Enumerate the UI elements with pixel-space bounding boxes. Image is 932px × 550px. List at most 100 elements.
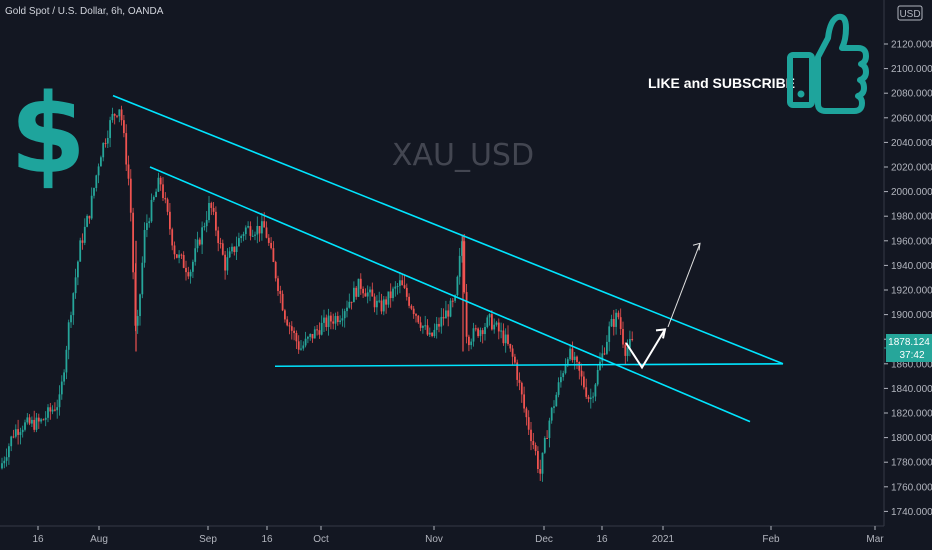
candle-body [274, 261, 277, 279]
candle-body [109, 120, 111, 138]
time-axis[interactable]: 16 Aug Sep 16 Oct Nov Dec 16 2021 Feb Mar [0, 525, 884, 545]
candle-body [83, 226, 86, 243]
candle-body [546, 437, 548, 439]
candle-body [182, 255, 185, 268]
candle-body [70, 315, 72, 323]
candle-body [382, 299, 385, 312]
y-tick-label: 1900.000 [891, 310, 932, 321]
candle-body [626, 347, 629, 356]
candle-body [178, 254, 180, 258]
candle-body [330, 315, 332, 322]
candle-body [385, 299, 387, 305]
currency-label: USD [899, 9, 920, 20]
candle-body [336, 316, 339, 322]
y-tick-label: 2120.000 [891, 40, 932, 51]
thumbs-up-icon [787, 13, 869, 114]
candle-body [313, 329, 316, 339]
candle-body [267, 237, 270, 243]
candle-body [355, 287, 358, 297]
candle-body [205, 220, 208, 227]
candle-body [373, 296, 376, 308]
candle-body [90, 195, 93, 219]
candle-body [162, 184, 164, 199]
candle-body [378, 300, 381, 302]
candle-body [148, 221, 151, 224]
candle-body [49, 407, 52, 412]
candle-body [560, 377, 562, 383]
candle-body [86, 215, 88, 227]
projection-arrows[interactable] [625, 242, 701, 370]
candle-body [541, 452, 544, 474]
projection-arrowhead [655, 328, 667, 339]
candle-body [399, 280, 401, 286]
candle-body [594, 384, 597, 397]
candle-body [612, 319, 615, 327]
candle-body [339, 320, 341, 322]
candle-body [371, 289, 374, 297]
candle-body [576, 356, 578, 362]
candle-body [113, 113, 116, 116]
candle-body [504, 334, 507, 344]
y-tick-label: 1980.000 [891, 212, 932, 223]
y-tick-label: 2000.000 [891, 187, 932, 198]
candle-body [150, 199, 153, 222]
candle-body [548, 420, 551, 438]
candle-body [118, 109, 121, 117]
candle-body [608, 326, 611, 342]
candle-body [270, 242, 272, 249]
candle-body [215, 211, 217, 231]
candle-body [311, 333, 314, 339]
candle-body [37, 417, 40, 422]
price-axis[interactable]: 2120.000 2100.000 2080.000 2060.000 2040.000… [883, 0, 932, 526]
candle-body [622, 328, 624, 345]
candle-body [583, 376, 585, 388]
candle-body [277, 278, 279, 292]
candle-body [233, 246, 236, 253]
y-tick-label: 2020.000 [891, 163, 932, 174]
x-tick-label: 16 [261, 534, 273, 545]
candle-body [288, 325, 291, 327]
candle-body [445, 310, 447, 319]
candle-body [125, 133, 128, 165]
candle-body [557, 382, 560, 395]
y-tick-label: 1840.000 [891, 384, 932, 395]
candle-body [463, 241, 466, 293]
candle-body [502, 330, 505, 344]
candle-body [532, 441, 535, 446]
symbol-header[interactable]: Gold Spot / U.S. Dollar, 6h, OANDA [5, 6, 164, 17]
candle-body [585, 387, 588, 397]
x-tick-label: Aug [90, 534, 108, 545]
candle-body [171, 229, 174, 246]
candle-body [624, 344, 627, 356]
candle-body [143, 229, 146, 263]
candle-body [323, 317, 325, 323]
candle-body [3, 460, 6, 464]
candle-body [403, 285, 406, 288]
y-tick-label: 1800.000 [891, 433, 932, 444]
candle-body [419, 322, 422, 328]
candle-body [456, 276, 459, 296]
candle-body [219, 243, 222, 245]
trendline [149, 166, 751, 423]
candle-body [394, 286, 397, 289]
x-tick-label: Sep [199, 534, 217, 545]
currency-badge[interactable] [897, 5, 923, 21]
candle-body [433, 329, 436, 337]
candle-body [523, 394, 525, 409]
candle-body [65, 349, 68, 373]
candle-body [564, 364, 567, 374]
candle-body [474, 328, 477, 330]
candle-body [111, 113, 114, 121]
candle-body [357, 278, 360, 297]
symbol-watermark: XAU_USD [392, 138, 534, 173]
candle-body [389, 291, 392, 299]
candle-body [132, 212, 134, 273]
candle-body [300, 348, 302, 350]
candle-body [304, 338, 307, 346]
candle-body [251, 235, 254, 237]
candle-body [603, 353, 606, 355]
candle-body [507, 334, 509, 344]
candle-body [435, 323, 438, 330]
candle-body [88, 215, 91, 219]
